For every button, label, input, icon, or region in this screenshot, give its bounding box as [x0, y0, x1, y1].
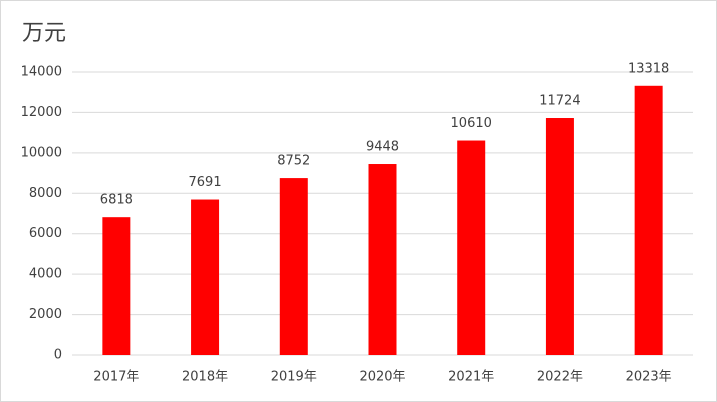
x-tick-label: 2021年 — [448, 370, 494, 385]
chart-title: 万元 — [22, 21, 66, 46]
x-tick-label: 2019年 — [271, 370, 317, 385]
bar — [634, 85, 663, 356]
y-tick-label: 0 — [54, 348, 62, 363]
data-label: 13318 — [628, 61, 669, 76]
data-label: 9448 — [366, 140, 399, 155]
x-tick-label: 2018年 — [182, 370, 228, 385]
y-tick-label: 10000 — [21, 145, 62, 160]
data-label: 8752 — [277, 154, 310, 169]
data-label: 11724 — [539, 94, 580, 109]
data-label: 10610 — [451, 116, 492, 131]
bar — [457, 140, 486, 355]
x-tick-label: 2017年 — [93, 370, 139, 385]
x-tick-label: 2022年 — [537, 370, 583, 385]
data-label: 6818 — [100, 193, 133, 208]
y-tick-label: 8000 — [29, 186, 62, 201]
data-label: 7691 — [189, 175, 222, 190]
y-tick-label: 6000 — [29, 226, 62, 241]
x-tick-label: 2020年 — [359, 370, 405, 385]
y-tick-label: 12000 — [21, 105, 62, 120]
x-tick-label: 2023年 — [626, 370, 672, 385]
bar — [279, 178, 308, 355]
y-tick-label: 14000 — [21, 65, 62, 80]
bar — [191, 199, 220, 355]
y-tick-label: 2000 — [29, 307, 62, 322]
bar — [368, 164, 397, 355]
bar — [102, 217, 131, 355]
bar — [545, 118, 574, 355]
y-tick-label: 4000 — [29, 267, 62, 282]
